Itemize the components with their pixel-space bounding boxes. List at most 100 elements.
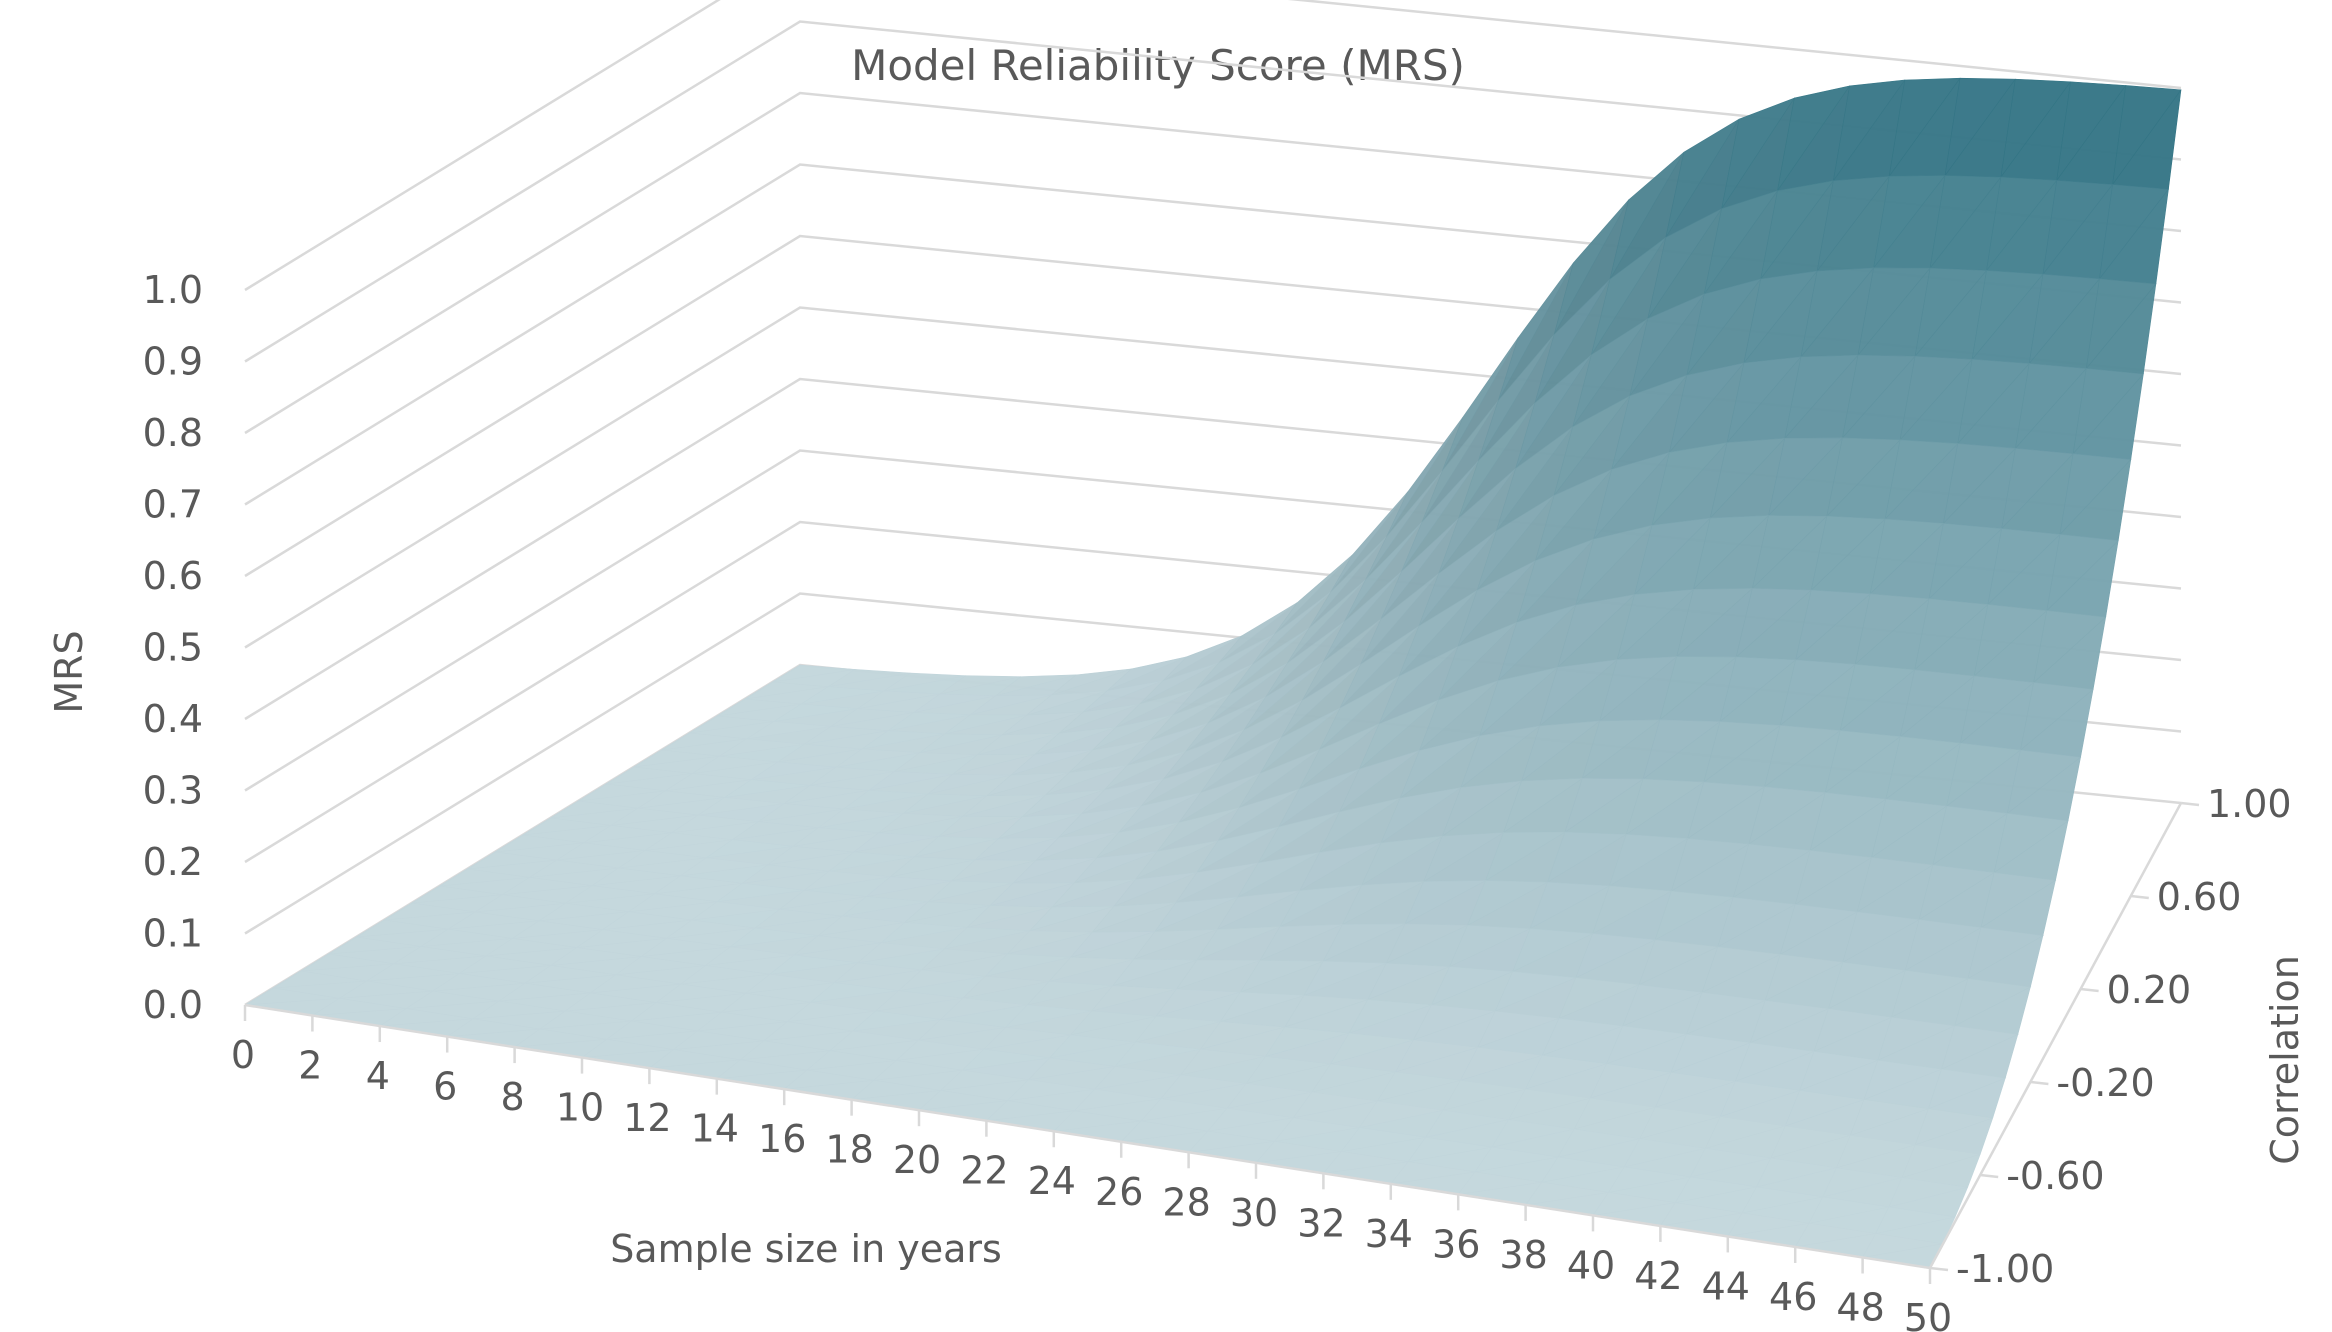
- surface-facet: [1074, 851, 1158, 884]
- surface-facet: [927, 774, 1011, 795]
- surface-facet: [784, 785, 870, 804]
- surface-facet: [1478, 334, 1555, 461]
- x-tick-label: 2: [298, 1044, 322, 1088]
- x-tick-label: 22: [960, 1149, 1008, 1193]
- surface-facet: [1111, 958, 1198, 987]
- surface-facet: [827, 669, 911, 688]
- surface-facet: [2020, 682, 2094, 751]
- surface-facet: [1553, 395, 1631, 496]
- surface-facet: [2072, 368, 2144, 455]
- x-tick-label: 16: [758, 1117, 806, 1161]
- surface-facet: [1689, 1148, 1771, 1178]
- surface-facet: [1216, 890, 1300, 931]
- surface-facet: [1093, 1066, 1181, 1090]
- surface-facet: [1751, 515, 1828, 590]
- surface-facet: [1284, 995, 1368, 1028]
- surface-facet: [1322, 923, 1406, 962]
- surface-facet: [995, 674, 1077, 697]
- surface-facet: [1001, 711, 1084, 736]
- surface-facet: [851, 1010, 941, 1032]
- surface-facet: [1929, 175, 2002, 269]
- surface-facet: [1258, 811, 1340, 864]
- x-tick-label: 12: [623, 1096, 671, 1140]
- surface-facet: [300, 953, 394, 972]
- surface-facet: [610, 807, 699, 826]
- surface-facet: [1809, 792, 1887, 852]
- surface-facet: [1476, 495, 1555, 591]
- surface-facet: [497, 982, 591, 1002]
- surface-facet: [975, 836, 1059, 861]
- surface-facet: [1497, 262, 1574, 401]
- surface-facet: [680, 857, 768, 877]
- x-tick-label: 40: [1567, 1243, 1615, 1287]
- surface-facet: [783, 1069, 874, 1090]
- y-tick-label: 1.00: [2207, 782, 2292, 826]
- surface-facet: [1496, 426, 1573, 532]
- surface-facet: [792, 827, 879, 847]
- surface-facet: [1419, 680, 1499, 751]
- surface-facet: [1048, 956, 1134, 983]
- surface-facet: [1485, 831, 1567, 882]
- surface-facet: [804, 870, 891, 891]
- y-tick-label: -0.60: [2006, 1154, 2104, 1198]
- surface-facet: [1179, 1048, 1266, 1076]
- surface-facet: [768, 954, 858, 975]
- surface-facet: [1299, 842, 1382, 892]
- surface-facet: [577, 783, 666, 802]
- surface-facet: [753, 908, 843, 929]
- surface-facet: [1252, 591, 1331, 665]
- surface-facet: [1330, 491, 1408, 593]
- surface-facet: [679, 965, 770, 985]
- surface-facet: [1441, 780, 1522, 837]
- surface-facet: [1899, 669, 1975, 738]
- surface-facet: [772, 664, 856, 683]
- surface-facet: [2059, 453, 2132, 536]
- surface-facet: [1659, 1202, 1743, 1227]
- surface-facet: [1701, 946, 1782, 993]
- surface-facet: [919, 733, 1003, 753]
- surface-facet: [817, 915, 905, 937]
- surface-facet: [1430, 966, 1513, 1006]
- surface-facet: [589, 974, 681, 994]
- surface-facet: [447, 911, 540, 930]
- surface-facet: [1006, 1079, 1095, 1102]
- z-tick-label: 0.7: [143, 483, 203, 527]
- z-tick-label: 0.5: [143, 626, 203, 670]
- surface-facet: [1006, 930, 1093, 955]
- surface-facet: [927, 880, 1014, 903]
- surface-facet: [843, 790, 928, 810]
- surface-facet: [1521, 720, 1601, 782]
- surface-facet: [1107, 656, 1187, 691]
- surface-facet: [1944, 77, 2016, 176]
- surface-facet: [1654, 1072, 1736, 1108]
- surface-facet: [1748, 786, 1827, 845]
- surface-facet: [1027, 1057, 1116, 1081]
- surface-facet: [706, 839, 794, 859]
- surface-facet: [720, 992, 811, 1013]
- surface-facet: [529, 859, 619, 878]
- surface-facet: [1311, 1063, 1396, 1093]
- surface-facet: [1703, 190, 1779, 295]
- surface-facet: [1150, 693, 1231, 741]
- surface-facet: [671, 814, 759, 834]
- surface-facet: [1784, 354, 1859, 440]
- surface-facet: [1842, 911, 1921, 963]
- y-tick-label: 0.20: [2107, 968, 2192, 1012]
- surface-facet: [913, 693, 996, 713]
- surface-facet: [890, 856, 976, 878]
- surface-facet: [1217, 788, 1300, 841]
- surface-facet: [1616, 588, 1695, 661]
- surface-facet: [984, 953, 1071, 977]
- surface-facet: [1957, 358, 2030, 445]
- surface-facet: [1281, 664, 1361, 738]
- surface-facet: [1394, 1039, 1478, 1073]
- surface-facet: [1704, 1116, 1786, 1149]
- surface-facet: [1035, 831, 1120, 861]
- surface-facet: [809, 766, 895, 786]
- surface-facet: [1503, 778, 1584, 834]
- surface-facet: [841, 896, 929, 917]
- surface-facet: [1743, 270, 1818, 364]
- surface-facet: [1557, 1128, 1640, 1158]
- surface-facet: [1360, 573, 1439, 665]
- surface-facet: [1676, 588, 1754, 658]
